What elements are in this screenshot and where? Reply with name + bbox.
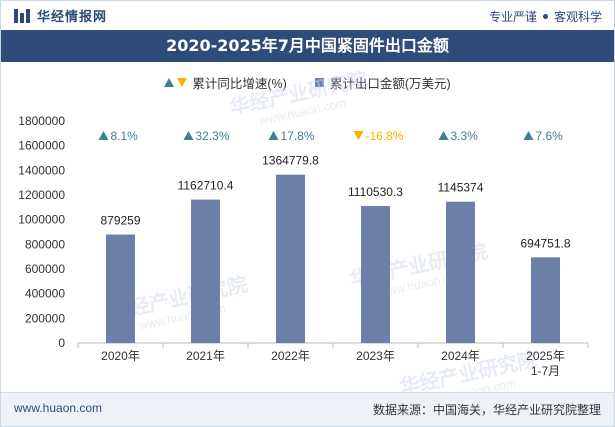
legend: 累计同比增速(%) 累计出口金额(万美元) [0,72,615,92]
x-tick-label: 1-7月 [531,364,560,378]
x-tick-label: 2020年 [101,349,140,363]
footer-source: 数据来源：中国海关，华经产业研究院整理 [372,403,601,417]
x-tick-label: 2025年 [526,349,565,363]
bar-value-label: 1364779.8 [262,154,319,168]
legend-amount[interactable]: 累计出口金额(万美元) [314,73,451,92]
bar-value-label: 879259 [100,214,140,228]
huajing-logo-icon [14,8,30,23]
x-tick-label: 2023年 [356,349,395,363]
bar-value-label: 1110530.3 [348,185,403,199]
bar-square-icon [314,77,324,87]
growth-up-marker [523,131,534,140]
growth-up-marker [438,131,449,140]
x-tick-label: 2022年 [271,349,310,363]
triangle-up-icon [164,77,175,87]
growth-up-marker [183,131,194,140]
slogan: 专业严谨 客观科学 [489,8,602,25]
y-tick-label: 600000 [25,262,65,276]
bar [361,206,390,343]
growth-label: 7.6% [536,129,564,143]
growth-label: 17.8% [281,129,315,143]
legend-growth-label: 累计同比增速(%) [192,76,287,91]
brand-name: 华经情报网 [37,9,108,24]
growth-label: 32.3% [196,129,230,143]
bar-value-label: 694751.8 [520,236,570,250]
growth-up-marker [268,131,279,140]
legend-amount-label: 累计出口金额(万美元) [329,76,451,91]
chart-title: 2020-2025年7月中国紧固件出口金额 [0,30,615,62]
y-tick-label: 400000 [25,287,65,301]
y-tick-label: 200000 [25,311,65,325]
growth-label: 8.1% [111,129,139,143]
x-tick-label: 2021年 [186,349,225,363]
growth-up-marker [98,131,109,140]
y-tick-label: 1200000 [18,188,65,202]
bar-value-label: 1162710.4 [178,179,234,193]
y-tick-label: 1400000 [18,163,65,177]
bar [531,257,560,343]
footer-divider [0,392,615,393]
bar [446,201,475,343]
y-tick-label: 1600000 [18,139,65,153]
growth-down-marker [353,131,364,140]
growth-label: 3.3% [451,129,479,143]
y-tick-label: 1000000 [18,213,65,227]
y-tick-label: 0 [58,336,65,350]
bar-chart: 华经产业研究院www.huaon.com华经产业研究院www.huaon.com… [18,67,589,392]
slogan-right: 客观科学 [553,10,602,24]
top-bar: 华经情报网 专业严谨 客观科学 [0,0,615,30]
brand[interactable]: 华经情报网 [13,6,107,25]
legend-growth[interactable]: 累计同比增速(%) [164,73,287,92]
slogan-left: 专业严谨 [488,10,537,24]
y-tick-label: 800000 [25,237,65,251]
bar-value-label: 1145374 [438,181,484,195]
x-tick-label: 2024年 [441,349,480,363]
footer-background [0,393,615,427]
bar [191,199,220,343]
growth-label: -16.8% [366,129,404,143]
bar [106,234,135,343]
triangle-down-icon [177,77,188,87]
bar [276,174,305,343]
dot-icon [542,14,548,19]
footer-website[interactable]: www.huaon.com [14,401,103,415]
y-tick-label: 1800000 [18,114,65,128]
